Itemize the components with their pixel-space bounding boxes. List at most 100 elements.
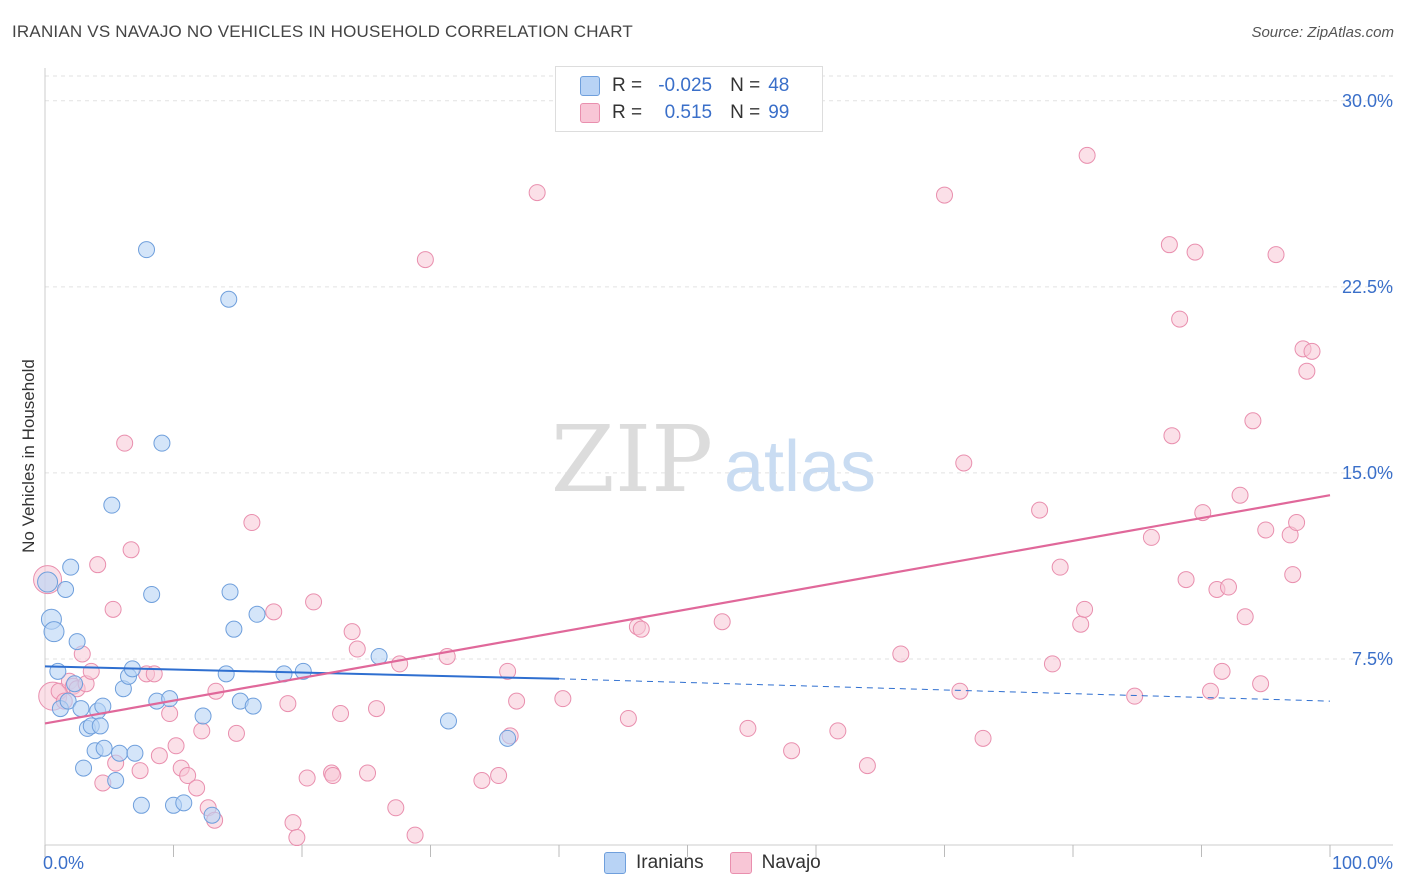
iranian-point xyxy=(37,571,59,593)
navajo-point xyxy=(955,454,973,472)
navajo-point xyxy=(324,767,342,785)
iranian-point xyxy=(138,241,156,259)
iranian-point xyxy=(75,759,93,777)
navajo-point xyxy=(1177,571,1195,589)
legend-swatch-iranians xyxy=(604,852,626,874)
navajo-point xyxy=(1031,501,1049,519)
navajo-point xyxy=(391,655,409,673)
navajo-point xyxy=(892,645,910,663)
iranian-point xyxy=(66,675,84,693)
navajo-point xyxy=(1252,675,1270,693)
navajo-point xyxy=(1160,236,1178,254)
legend-label-navajo: Navajo xyxy=(761,852,821,873)
iranian-point xyxy=(43,621,65,643)
y-tick-label: 15.0% xyxy=(1342,463,1393,483)
navajo-point xyxy=(122,541,140,559)
navajo-point xyxy=(1186,243,1204,261)
iranian-point xyxy=(103,496,121,514)
navajo-point xyxy=(387,799,405,817)
source-label: Source: ZipAtlas.com xyxy=(1251,24,1394,41)
navajo-point xyxy=(265,603,283,621)
navajo-point xyxy=(332,705,350,723)
navajo-point xyxy=(150,747,168,765)
navajo-point xyxy=(1244,412,1262,430)
navajo-point xyxy=(858,757,876,775)
iranian-point xyxy=(220,290,238,308)
navajo-point xyxy=(279,695,297,713)
y-axis-label: No Vehicles in Household xyxy=(19,359,38,553)
navajo-point xyxy=(632,620,650,638)
watermark-zip: ZIP xyxy=(551,406,713,513)
navajo-point xyxy=(739,719,757,737)
iranian-trend-extension xyxy=(558,678,1331,702)
y-tick-label: 30.0% xyxy=(1342,91,1393,111)
navajo-point xyxy=(359,764,377,782)
legend-r-label: R = xyxy=(612,102,643,123)
navajo-point xyxy=(116,434,134,452)
series-legend: Iranians Navajo xyxy=(604,852,847,874)
navajo-point xyxy=(188,779,206,797)
navajo-point xyxy=(305,593,323,611)
navajo-point xyxy=(1231,486,1249,504)
navajo-point xyxy=(348,640,366,658)
navajo-point xyxy=(288,829,306,847)
legend-label-iranians: Iranians xyxy=(636,852,704,873)
navajo-point xyxy=(89,556,107,574)
legend-n-label: N = xyxy=(730,102,761,123)
navajo-point xyxy=(619,709,637,727)
navajo-point xyxy=(1267,246,1285,264)
iranian-point xyxy=(62,558,80,576)
legend-row-navajo: R = 0.515 N = 99 xyxy=(580,100,789,126)
iranian-point xyxy=(95,739,113,757)
navajo-point xyxy=(284,814,302,832)
iranian-point xyxy=(126,744,144,762)
navajo-point xyxy=(783,742,801,760)
iranian-point xyxy=(91,717,109,735)
navajo-point xyxy=(416,251,434,269)
navajo-trend-line xyxy=(44,494,1331,725)
iranian-point xyxy=(175,794,193,812)
iranian-point xyxy=(143,585,161,603)
iranian-point xyxy=(248,605,266,623)
navajo-point xyxy=(713,613,731,631)
navajo-point xyxy=(1078,146,1096,164)
navajo-point xyxy=(1236,608,1254,626)
navajo-point xyxy=(1163,427,1181,445)
navajo-point xyxy=(936,186,953,204)
navajo-point xyxy=(1288,514,1306,532)
legend-r-value-iranians: -0.025 xyxy=(658,75,713,96)
tick-labels: 7.5% 15.0% 22.5% 30.0% 0.0% 100.0% xyxy=(43,91,1393,873)
navajo-point xyxy=(298,769,316,787)
iranian-point xyxy=(111,744,129,762)
iranian-points xyxy=(37,241,517,824)
navajo-point xyxy=(167,737,185,755)
navajo-point xyxy=(1126,687,1144,705)
navajo-point xyxy=(1303,342,1321,360)
navajo-point xyxy=(227,724,245,742)
iranian-point xyxy=(499,729,517,747)
legend-row-iranians: R = -0.025 N = 48 xyxy=(580,73,789,99)
navajo-point xyxy=(1076,600,1094,618)
iranian-point xyxy=(203,806,221,824)
legend-item-navajo[interactable]: Navajo xyxy=(729,852,821,874)
legend-n-label: N = xyxy=(730,75,761,96)
iranian-point xyxy=(57,580,75,598)
navajo-point xyxy=(1284,566,1302,584)
navajo-point xyxy=(1051,558,1069,576)
navajo-point xyxy=(829,722,847,740)
iranian-point xyxy=(161,690,179,708)
x-tick-label: 0.0% xyxy=(43,853,84,873)
navajo-point xyxy=(1298,362,1316,380)
navajo-point xyxy=(243,514,261,532)
iranian-point xyxy=(107,772,125,790)
legend-item-iranians[interactable]: Iranians xyxy=(604,852,704,874)
navajo-point xyxy=(1201,682,1219,700)
legend-swatch-iranians xyxy=(580,76,600,96)
watermark-atlas: atlas xyxy=(724,427,876,507)
navajo-point xyxy=(179,767,197,785)
axes xyxy=(44,68,1393,857)
navajo-point xyxy=(490,767,508,785)
iranian-point xyxy=(153,434,171,452)
iranian-point xyxy=(59,692,77,710)
